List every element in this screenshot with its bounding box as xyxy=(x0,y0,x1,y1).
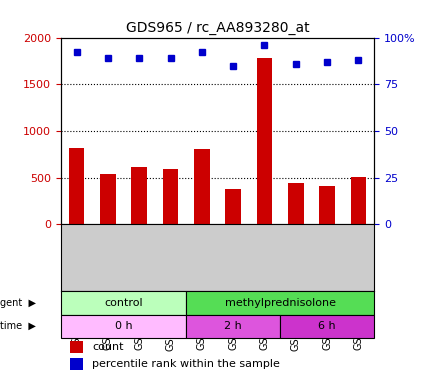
Text: percentile rank within the sample: percentile rank within the sample xyxy=(92,359,279,369)
Text: control: control xyxy=(104,298,142,308)
Title: GDS965 / rc_AA893280_at: GDS965 / rc_AA893280_at xyxy=(125,21,309,35)
Text: 0 h: 0 h xyxy=(115,321,132,331)
Text: time  ▶: time ▶ xyxy=(0,321,36,331)
Bar xyxy=(69,148,84,224)
Bar xyxy=(279,315,373,338)
Bar xyxy=(186,315,279,338)
Bar xyxy=(61,315,186,338)
Bar xyxy=(350,177,365,224)
Bar xyxy=(319,186,334,224)
Text: 2 h: 2 h xyxy=(224,321,241,331)
Bar xyxy=(131,167,147,224)
Bar xyxy=(225,189,240,224)
Bar xyxy=(256,58,272,224)
Text: count: count xyxy=(92,342,123,352)
Bar xyxy=(194,149,209,224)
Bar xyxy=(100,174,115,224)
Bar xyxy=(70,358,82,370)
Bar xyxy=(162,169,178,224)
Text: methylprednisolone: methylprednisolone xyxy=(224,298,335,308)
Bar xyxy=(61,291,186,315)
Bar xyxy=(186,291,373,315)
Text: agent  ▶: agent ▶ xyxy=(0,298,36,308)
Text: 6 h: 6 h xyxy=(318,321,335,331)
Bar xyxy=(70,341,82,353)
Bar xyxy=(287,183,303,224)
